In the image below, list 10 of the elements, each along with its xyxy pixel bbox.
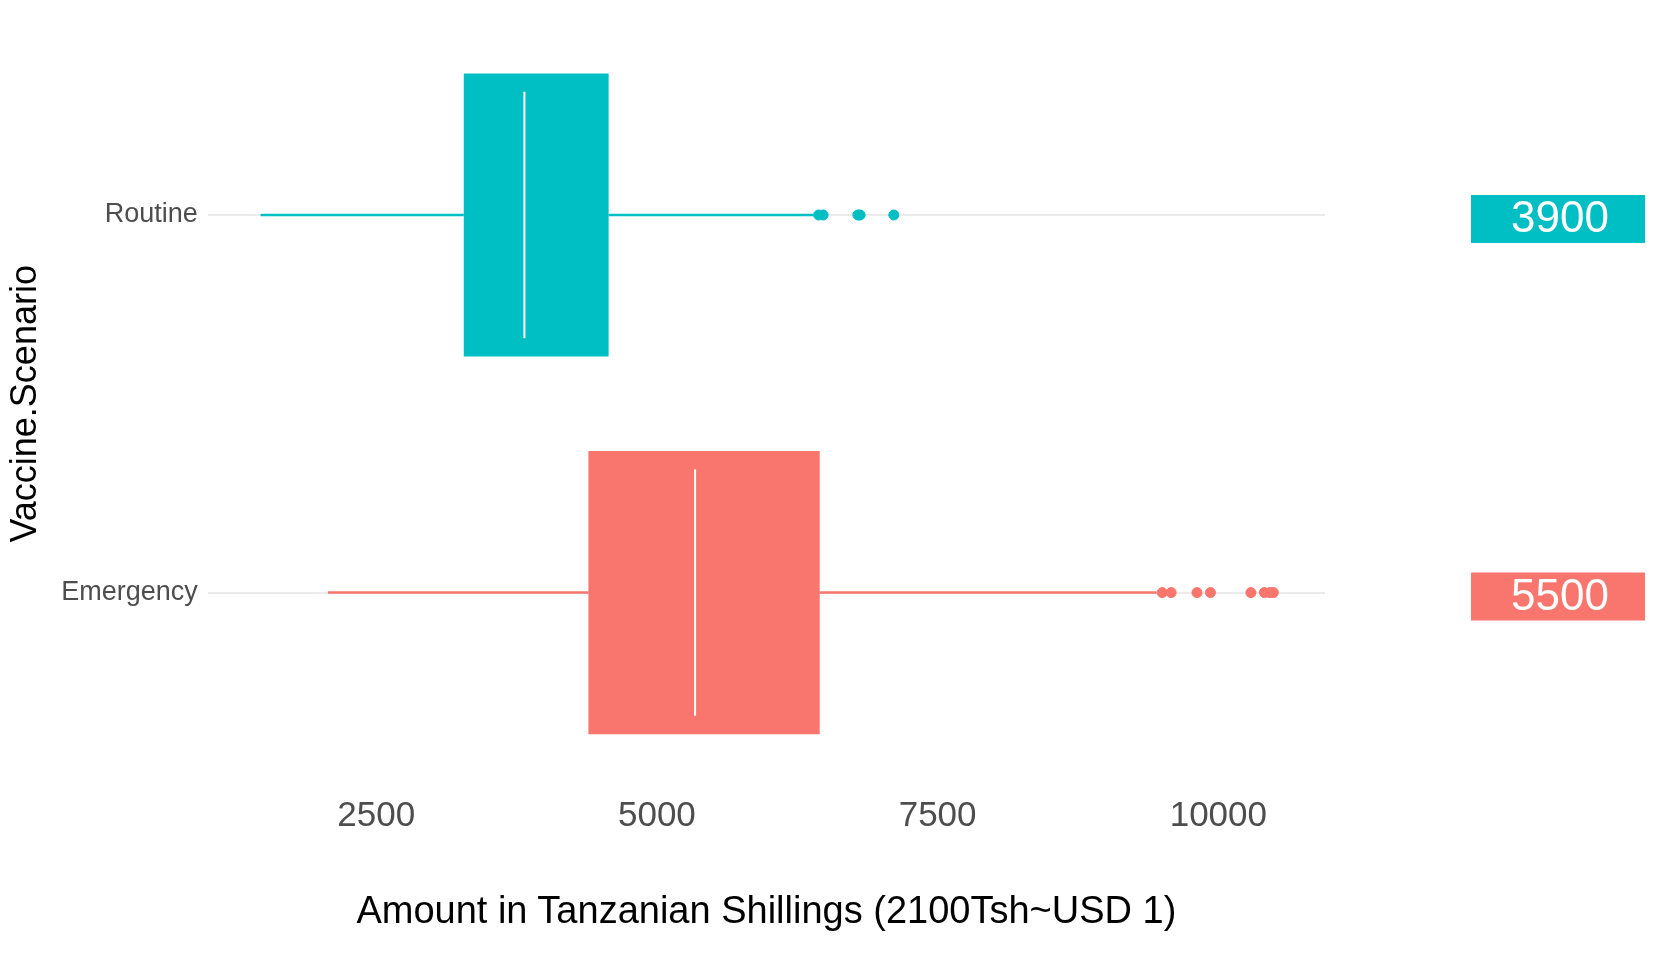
y-axis-title: Vaccine.Scenario: [2, 265, 44, 543]
x-axis-title: Amount in Tanzanian Shillings (2100Tsh~USD 1): [356, 888, 1177, 931]
y-tick-label: Routine: [104, 198, 198, 229]
text: 5500: [1511, 569, 1609, 619]
x-tick-label: 5000: [617, 794, 696, 834]
x-tick-label: 10000: [1169, 794, 1267, 834]
y-tick-label: Emergency: [61, 576, 199, 607]
text: 3900: [1511, 192, 1609, 242]
x-tick-label: 2500: [337, 794, 416, 834]
x-tick-label: 7500: [898, 794, 977, 834]
